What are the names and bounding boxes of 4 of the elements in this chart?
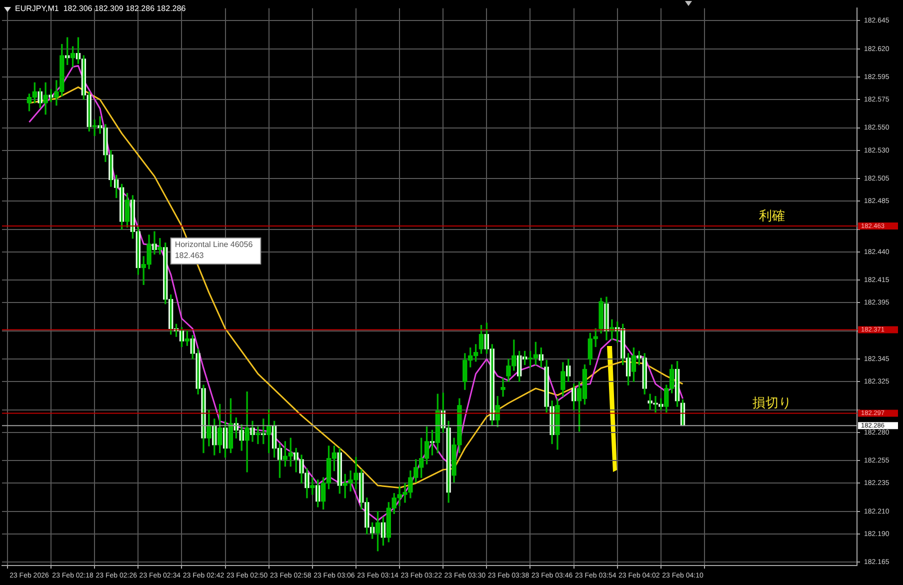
ref-line-label: 利確 [759,208,785,224]
annotation: EURJPY,M1 182.306 182.309 182.286 182.286 [15,4,186,14]
annotation: Horizontal Line 46056 182.463 [174,240,254,260]
ref-line-label: 損切り [752,396,792,412]
